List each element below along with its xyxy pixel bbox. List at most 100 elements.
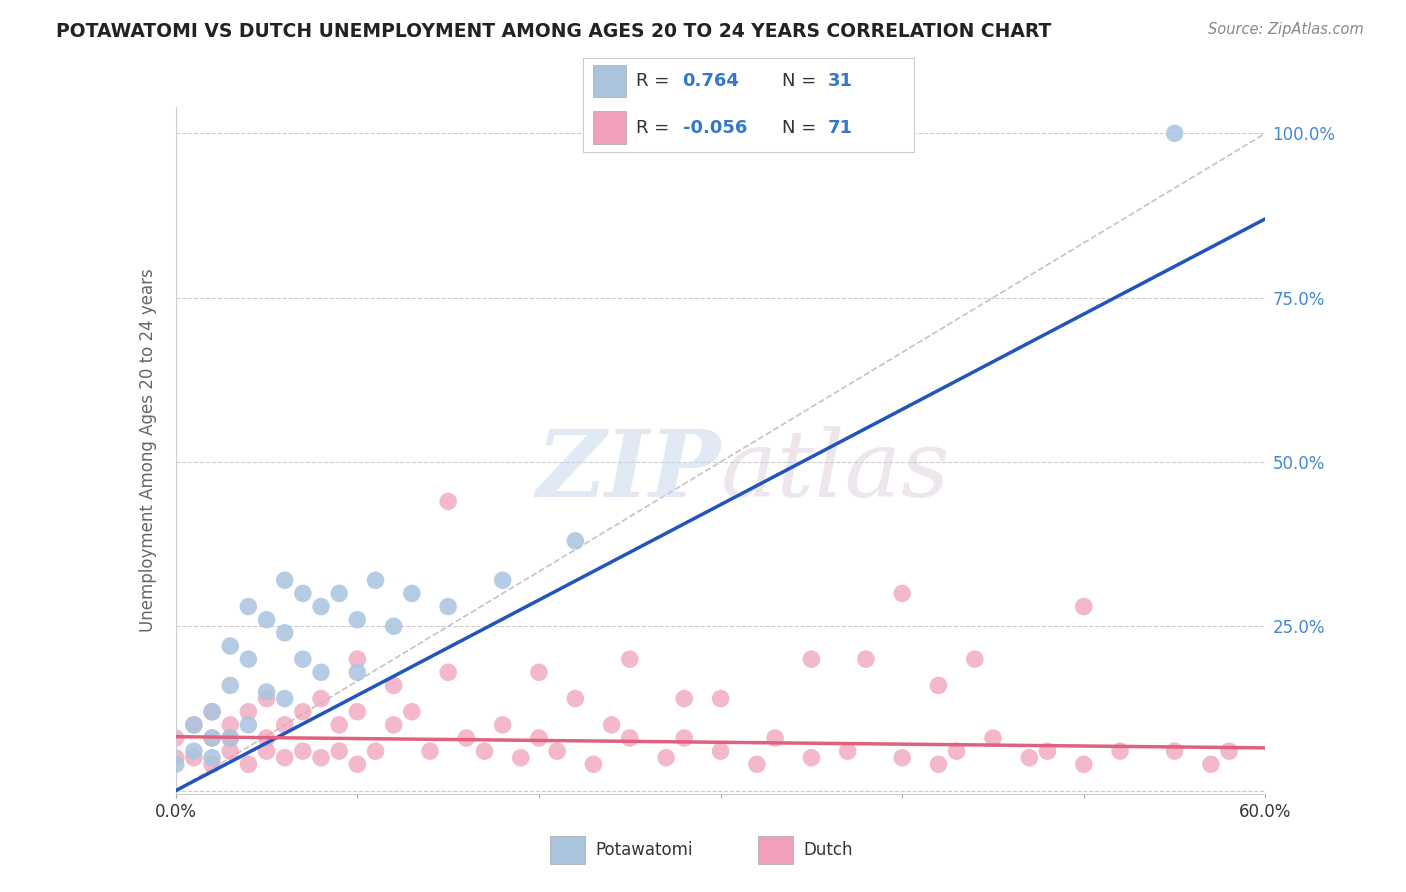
- Point: [309, 691, 332, 706]
- Text: 0.764: 0.764: [683, 72, 740, 90]
- Text: POTAWATOMI VS DUTCH UNEMPLOYMENT AMONG AGES 20 TO 24 YEARS CORRELATION CHART: POTAWATOMI VS DUTCH UNEMPLOYMENT AMONG A…: [56, 22, 1052, 41]
- Point: [437, 494, 460, 508]
- Point: [1036, 744, 1059, 758]
- Point: [274, 718, 297, 732]
- Point: [963, 652, 986, 666]
- Point: [745, 757, 768, 772]
- Point: [492, 718, 515, 732]
- Point: [1109, 744, 1132, 758]
- Point: [291, 586, 314, 600]
- Point: [291, 652, 314, 666]
- Point: [183, 718, 205, 732]
- Point: [346, 613, 368, 627]
- Point: [346, 652, 368, 666]
- Point: [673, 731, 696, 745]
- Point: [546, 744, 568, 758]
- Point: [274, 625, 297, 640]
- Point: [219, 731, 242, 745]
- Point: [891, 586, 914, 600]
- Point: [238, 652, 260, 666]
- Point: [238, 705, 260, 719]
- Point: [1199, 757, 1222, 772]
- Point: [710, 744, 733, 758]
- Text: R =: R =: [637, 119, 669, 136]
- Point: [619, 652, 641, 666]
- Text: R =: R =: [637, 72, 669, 90]
- Point: [291, 705, 314, 719]
- Point: [256, 731, 278, 745]
- Point: [419, 744, 441, 758]
- Point: [346, 665, 368, 680]
- Point: [328, 586, 350, 600]
- Point: [1018, 750, 1040, 764]
- Point: [364, 744, 387, 758]
- Point: [1163, 126, 1185, 140]
- Bar: [593, 64, 627, 97]
- Point: [401, 586, 423, 600]
- Text: ZIP: ZIP: [536, 426, 721, 516]
- Point: [891, 750, 914, 764]
- Point: [238, 599, 260, 614]
- Text: 71: 71: [828, 119, 853, 136]
- Point: [328, 744, 350, 758]
- Point: [600, 718, 623, 732]
- Point: [655, 750, 678, 764]
- Point: [437, 665, 460, 680]
- Point: [309, 665, 332, 680]
- Point: [346, 757, 368, 772]
- Point: [274, 691, 297, 706]
- Text: Dutch: Dutch: [803, 840, 852, 859]
- Point: [201, 750, 224, 764]
- Point: [945, 744, 967, 758]
- Text: Potawatomi: Potawatomi: [596, 840, 693, 859]
- Point: [274, 574, 297, 588]
- Bar: [550, 836, 585, 863]
- Point: [328, 718, 350, 732]
- Point: [219, 639, 242, 653]
- Bar: [593, 112, 627, 145]
- Point: [382, 678, 405, 692]
- Point: [165, 750, 187, 764]
- Point: [527, 665, 550, 680]
- Point: [364, 574, 387, 588]
- Point: [201, 705, 224, 719]
- Text: Source: ZipAtlas.com: Source: ZipAtlas.com: [1208, 22, 1364, 37]
- Point: [928, 757, 950, 772]
- Point: [165, 757, 187, 772]
- Point: [183, 718, 205, 732]
- Text: 31: 31: [828, 72, 853, 90]
- Point: [474, 744, 496, 758]
- Point: [201, 731, 224, 745]
- Point: [256, 691, 278, 706]
- Point: [800, 652, 823, 666]
- Point: [800, 750, 823, 764]
- Point: [582, 757, 605, 772]
- Point: [219, 744, 242, 758]
- Point: [165, 731, 187, 745]
- Text: -0.056: -0.056: [683, 119, 747, 136]
- Bar: [758, 836, 793, 863]
- Point: [256, 613, 278, 627]
- Point: [309, 599, 332, 614]
- Point: [309, 750, 332, 764]
- Point: [1218, 744, 1240, 758]
- Point: [401, 705, 423, 719]
- Point: [527, 731, 550, 745]
- Point: [382, 718, 405, 732]
- Point: [274, 750, 297, 764]
- Text: atlas: atlas: [721, 426, 950, 516]
- Point: [673, 691, 696, 706]
- Y-axis label: Unemployment Among Ages 20 to 24 years: Unemployment Among Ages 20 to 24 years: [139, 268, 157, 632]
- Point: [382, 619, 405, 633]
- Point: [1073, 599, 1095, 614]
- Point: [183, 744, 205, 758]
- Point: [219, 731, 242, 745]
- Point: [183, 750, 205, 764]
- Point: [219, 718, 242, 732]
- Point: [256, 744, 278, 758]
- Point: [291, 744, 314, 758]
- Point: [201, 705, 224, 719]
- Point: [855, 652, 877, 666]
- Point: [256, 685, 278, 699]
- Point: [981, 731, 1004, 745]
